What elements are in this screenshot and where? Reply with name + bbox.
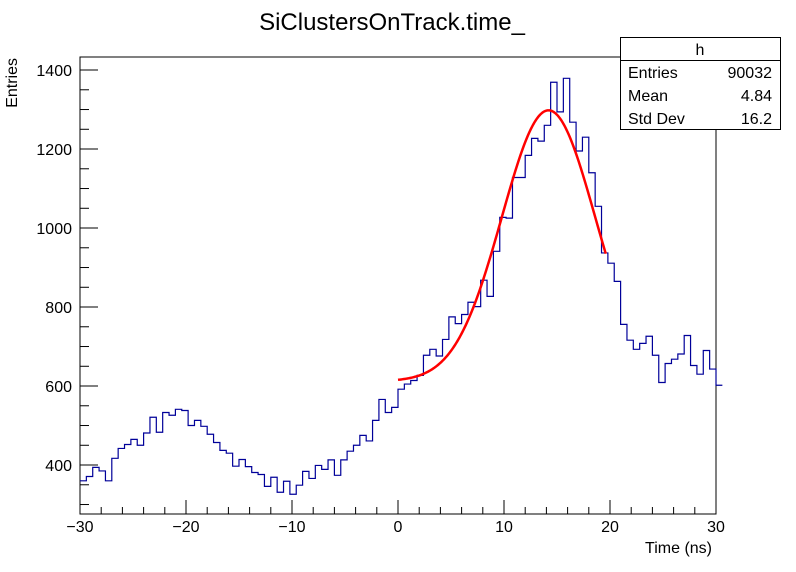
stats-value-stddev: 16.2 bbox=[741, 111, 772, 128]
x-axis-label: Time (ns) bbox=[645, 540, 712, 557]
stats-value-mean: 4.84 bbox=[741, 88, 772, 105]
y-tick-label: 800 bbox=[45, 300, 72, 317]
x-tick-label: −10 bbox=[278, 519, 305, 536]
y-axis-label: Entries bbox=[4, 58, 21, 108]
x-tick-label: 10 bbox=[495, 519, 513, 536]
x-tick-label: −30 bbox=[66, 519, 93, 536]
y-tick-label: 1200 bbox=[36, 142, 72, 159]
chart-title: SiClustersOnTrack.time_ bbox=[259, 9, 525, 36]
fit-curve bbox=[397, 109, 607, 382]
x-tick-label: 20 bbox=[601, 519, 619, 536]
stats-label-mean: Mean bbox=[628, 88, 668, 105]
stats-label-entries: Entries bbox=[628, 65, 678, 82]
stats-label-stddev: Std Dev bbox=[628, 111, 685, 128]
x-tick-label: −20 bbox=[172, 519, 199, 536]
x-tick-label: 0 bbox=[394, 519, 403, 536]
stats-box: h Entries 90032 Mean 4.84 Std Dev 16.2 bbox=[620, 37, 781, 130]
y-tick-label: 400 bbox=[45, 458, 72, 475]
stats-value-entries: 90032 bbox=[728, 65, 773, 82]
x-tick-label: 30 bbox=[707, 519, 725, 536]
y-tick-label: 1400 bbox=[36, 63, 72, 80]
y-tick-label: 600 bbox=[45, 379, 72, 396]
histogram-line bbox=[80, 77, 723, 495]
y-tick-label: 1000 bbox=[36, 221, 72, 238]
stats-title: h bbox=[696, 42, 705, 59]
